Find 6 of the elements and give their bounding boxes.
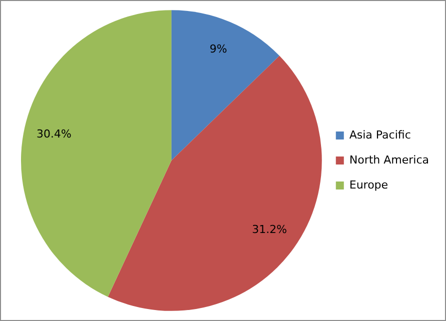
data-label: 30.4% (36, 127, 72, 140)
legend-label: North America (349, 153, 430, 166)
legend-label: Asia Pacific (349, 128, 411, 142)
legend-label: Europe (349, 178, 388, 192)
data-label: 31.2% (252, 223, 287, 236)
data-label: 9% (210, 42, 228, 56)
